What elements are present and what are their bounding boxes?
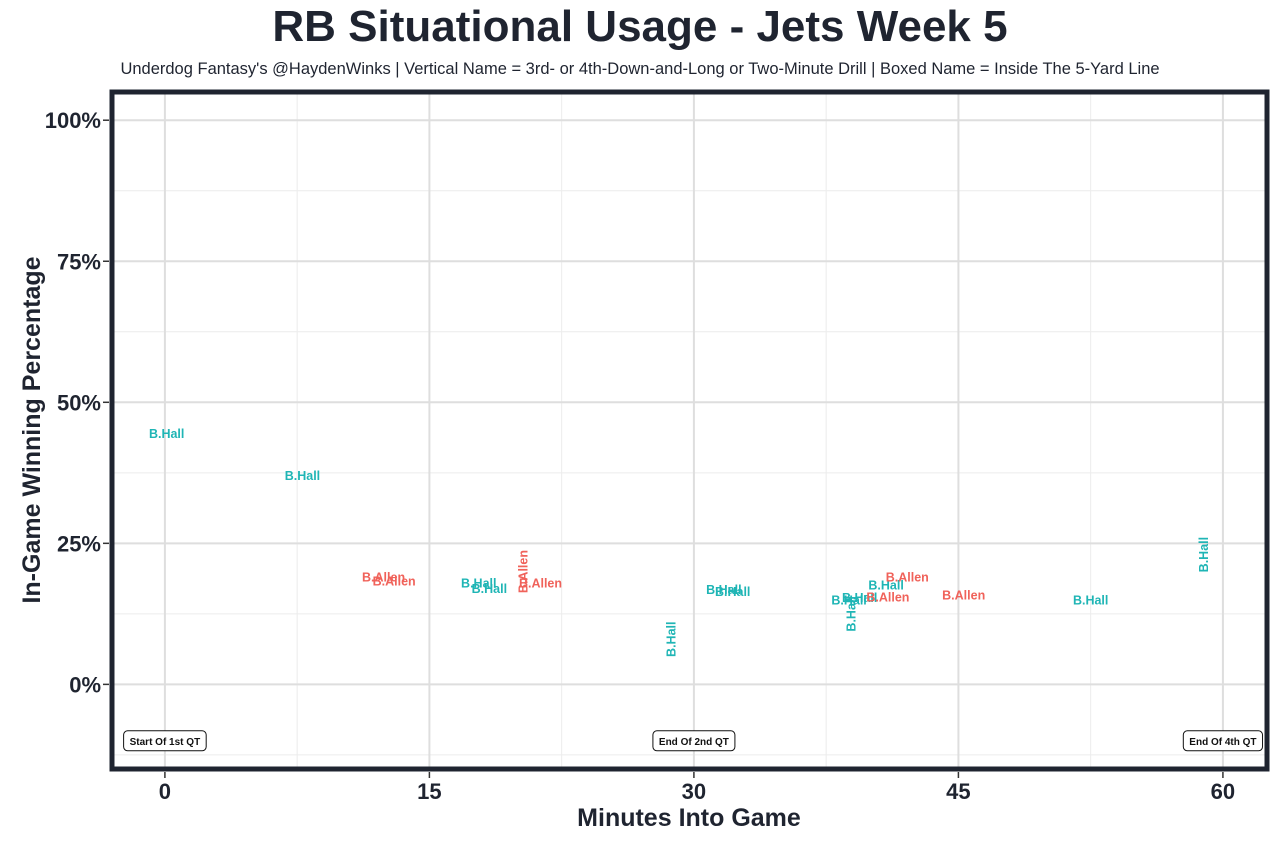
y-tick-label: 50% xyxy=(57,390,101,415)
data-point-label: B.Hall xyxy=(472,582,507,596)
x-tick-label: 15 xyxy=(417,779,441,804)
data-point-label: B.Hall xyxy=(1073,593,1108,607)
data-point-label: B.Hall xyxy=(149,427,184,441)
quarter-annotation: End Of 2nd QT xyxy=(652,730,736,752)
data-point-label: B.Hall xyxy=(868,579,903,593)
data-point-label: B.Allen xyxy=(886,571,929,585)
grid-layer xyxy=(112,92,1267,769)
data-point-label: B.Hall xyxy=(706,583,741,597)
x-tick-label: 60 xyxy=(1211,779,1235,804)
data-point-label: B.Allen xyxy=(362,571,405,585)
data-point-label: B.Allen xyxy=(516,550,530,593)
x-tick-label: 0 xyxy=(159,779,171,804)
data-point-label: B.Hall xyxy=(715,585,750,599)
points-layer: B.HallB.HallB.HallB.HallB.HallB.HallB.Ha… xyxy=(149,427,1211,657)
data-point-label: B.Hall xyxy=(844,596,858,631)
data-point-label: B.Hall xyxy=(831,593,866,607)
x-tick-label: 45 xyxy=(946,779,970,804)
annotation-layer: Start Of 1st QT End Of 2nd QT End Of 4th Q… xyxy=(123,730,1264,752)
y-axis-title: In-Game Winning Percentage xyxy=(18,256,46,603)
y-tick-label: 75% xyxy=(57,249,101,274)
chart-subtitle: Underdog Fantasy's @HaydenWinks | Vertic… xyxy=(120,60,1160,78)
annotation-label: Start Of 1st QT xyxy=(130,737,201,748)
annotation-label: End Of 4th QT xyxy=(1189,737,1256,748)
data-point-label: B.Hall xyxy=(664,622,678,657)
axis-layer: 0 15 30 45 60 0% 25% 50% 75% 100% xyxy=(45,108,1235,804)
plot-border xyxy=(109,89,1270,772)
data-point-label: B.Hall xyxy=(842,591,877,605)
quarter-annotation: End Of 4th QT xyxy=(1182,730,1264,752)
x-axis-title: Minutes Into Game xyxy=(577,804,801,832)
y-tick-label: 100% xyxy=(45,108,101,133)
data-point-label: B.Hall xyxy=(461,576,496,590)
quarter-annotation: Start Of 1st QT xyxy=(123,730,207,752)
annotation-label: End Of 2nd QT xyxy=(659,737,729,748)
chart-title: RB Situational Usage - Jets Week 5 xyxy=(272,2,1008,51)
annotation-box xyxy=(123,730,207,752)
data-point-label: B.Allen xyxy=(373,575,416,589)
annotation-box xyxy=(1182,730,1264,752)
data-point-label: B.Allen xyxy=(519,576,562,590)
y-tick-label: 0% xyxy=(69,672,101,697)
data-point-label: B.Hall xyxy=(1197,537,1211,572)
x-tick-label: 30 xyxy=(682,779,706,804)
annotation-box xyxy=(652,730,736,752)
data-point-label: B.Hall xyxy=(285,469,320,483)
data-point-label: B.Allen xyxy=(942,589,985,603)
y-tick-label: 25% xyxy=(57,531,101,556)
data-point-label: B.Allen xyxy=(866,590,909,604)
